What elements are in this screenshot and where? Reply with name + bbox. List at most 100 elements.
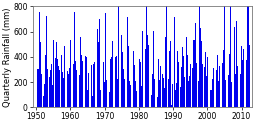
Bar [150,6,151,107]
Bar [205,76,206,107]
Bar [119,83,120,107]
Bar [231,50,232,107]
Bar [142,32,143,107]
Bar [152,31,153,107]
Bar [230,82,231,107]
Bar [37,69,38,107]
Bar [64,46,65,107]
Bar [167,24,168,107]
Bar [208,74,209,107]
Bar [188,76,189,107]
Bar [233,27,234,107]
Bar [159,66,160,107]
Bar [81,55,82,107]
Bar [191,48,192,107]
Bar [171,84,172,107]
Bar [144,49,145,107]
Bar [120,41,121,107]
Bar [114,78,115,107]
Bar [130,50,131,107]
Bar [55,58,56,107]
Bar [135,91,136,107]
Bar [193,40,194,107]
Bar [143,49,144,107]
Bar [132,43,133,107]
Bar [59,74,60,107]
Bar [147,45,148,107]
Bar [123,79,124,107]
Bar [83,78,84,107]
Y-axis label: Quarterly Rainfall (mm): Quarterly Rainfall (mm) [3,7,12,107]
Bar [207,75,208,107]
Bar [47,76,48,107]
Bar [77,54,78,107]
Bar [85,56,86,107]
Bar [43,96,44,107]
Bar [125,54,126,107]
Bar [172,9,173,107]
Bar [145,49,146,107]
Bar [100,84,101,107]
Bar [194,23,195,107]
Bar [115,57,116,107]
Bar [149,69,150,107]
Bar [76,69,77,107]
Bar [235,21,236,107]
Bar [57,59,58,107]
Bar [102,92,103,107]
Bar [162,74,163,107]
Bar [200,41,201,107]
Bar [42,57,43,107]
Bar [240,46,241,107]
Bar [66,81,67,107]
Bar [73,64,74,107]
Bar [181,47,182,107]
Bar [63,78,64,107]
Bar [39,12,40,107]
Bar [88,67,89,107]
Bar [98,42,99,107]
Bar [164,37,165,107]
Bar [158,80,159,107]
Bar [236,66,237,107]
Bar [161,38,162,107]
Bar [95,68,96,107]
Bar [127,17,128,107]
Bar [49,77,50,107]
Bar [71,54,72,107]
Bar [153,79,154,107]
Bar [170,105,171,107]
Bar [54,89,55,107]
Bar [224,80,225,107]
Bar [195,63,196,107]
Bar [118,51,119,107]
Bar [67,71,68,107]
Bar [189,64,190,107]
Bar [90,57,91,107]
Bar [217,81,218,107]
Bar [165,6,166,107]
Bar [60,32,61,107]
Bar [245,60,246,107]
Bar [216,55,217,107]
Bar [219,53,220,107]
Bar [126,63,127,107]
Bar [160,50,161,107]
Bar [148,80,149,107]
Bar [229,6,230,107]
Bar [155,62,156,107]
Bar [211,79,212,107]
Bar [234,74,235,107]
Bar [204,52,205,107]
Bar [196,55,197,107]
Bar [103,62,104,107]
Bar [91,65,92,107]
Bar [72,78,73,107]
Bar [183,77,184,107]
Bar [131,69,132,107]
Bar [86,57,87,107]
Bar [201,64,202,107]
Bar [238,63,239,107]
Bar [243,91,244,107]
Bar [62,72,63,107]
